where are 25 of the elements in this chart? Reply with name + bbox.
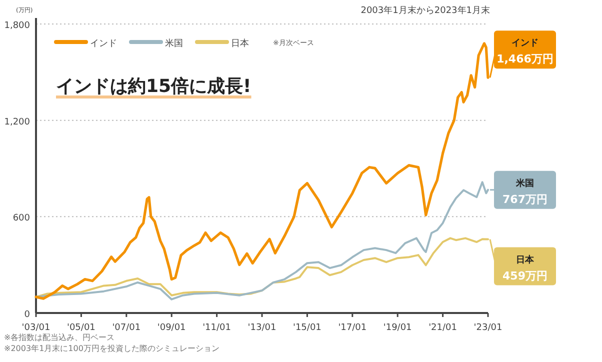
annotation: 日本 459万円: [502, 254, 548, 282]
y-tick-label: 1,800: [4, 21, 30, 31]
x-tick-label: '11/01: [202, 323, 232, 333]
y-tick-label: 1,200: [4, 117, 30, 128]
x-tick-label: '21/01: [428, 323, 458, 333]
chart-subtitle: 2003年1月末から2023年1月末: [360, 5, 490, 16]
y-tick-label: 600: [12, 214, 30, 224]
legend-label: 日本: [231, 38, 249, 49]
x-tick-label: '07/01: [112, 323, 141, 333]
x-tick-label: '15/01: [292, 323, 322, 333]
legend-label: インド: [90, 39, 117, 49]
x-tick-label: '17/01: [338, 323, 367, 333]
x-tick-label: '03/01: [22, 323, 50, 333]
legend-label: 米国: [165, 38, 183, 49]
x-tick-label: '09/01: [157, 323, 186, 333]
y-tick-label: 0: [24, 310, 30, 320]
annotation: インド 1,466万円: [496, 38, 554, 66]
x-tick-label: '13/01: [248, 323, 276, 333]
text: インドは約15倍に成長!: [56, 76, 252, 97]
x-tick-label: '05/01: [66, 323, 96, 333]
x-tick-label: '23/01: [474, 323, 502, 333]
text: ※各指数は配当込み、円ベース: [4, 333, 115, 342]
annotation: 米国 767万円: [502, 178, 548, 206]
x-tick-label: '19/01: [383, 323, 412, 333]
text: ※2003年1月末に100万円を投資した際のシミュレーション: [4, 344, 220, 353]
